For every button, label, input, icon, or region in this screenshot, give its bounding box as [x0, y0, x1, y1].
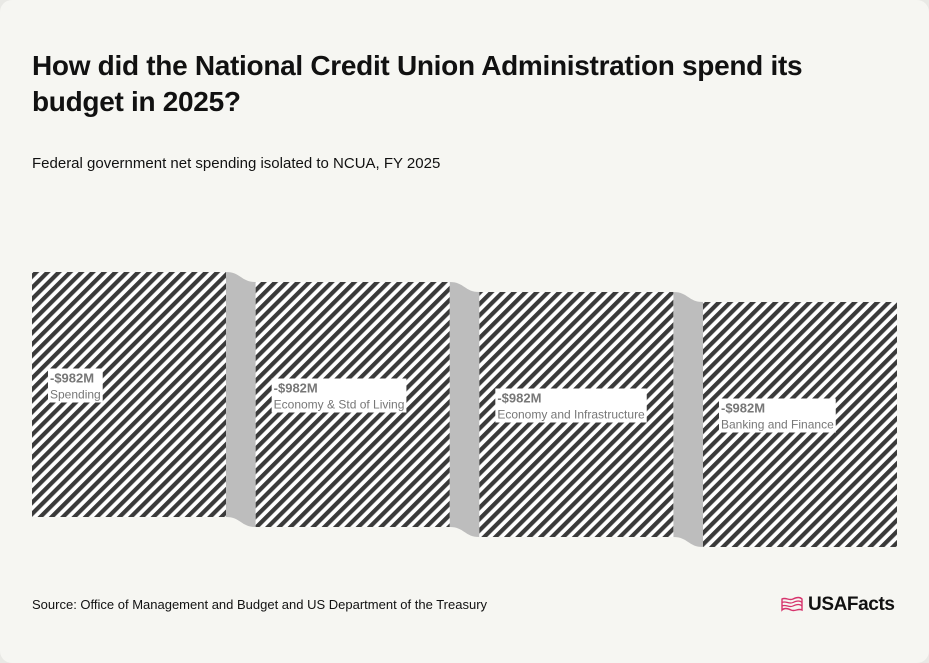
source-note: Source: Office of Management and Budget …: [32, 597, 488, 612]
node-value-label: -$982M: [50, 371, 94, 386]
logo-text: USAFacts: [808, 594, 895, 615]
sankey-link-2[interactable]: [449, 282, 480, 537]
node-label-background: [271, 378, 407, 413]
node-value-label: -$982M: [721, 401, 765, 416]
node-label-background: [495, 388, 647, 423]
node-name-label: Economy and Infrastructure: [497, 408, 645, 422]
us-flag-icon: [781, 596, 803, 612]
chart-subtitle: Federal government net spending isolated…: [32, 155, 441, 172]
node-value-label: -$982M: [274, 381, 318, 396]
sankey-link-1[interactable]: [226, 272, 256, 527]
node-name-label: Banking and Finance: [721, 418, 834, 432]
node-value-label: -$982M: [497, 391, 541, 406]
usafacts-logo[interactable]: USAFacts: [780, 592, 895, 618]
node-name-label: Economy & Std of Living: [274, 398, 405, 412]
node-name-label: Spending: [50, 388, 101, 402]
node-label-background: [48, 368, 103, 403]
node-label-background: [719, 398, 836, 433]
sankey-link-3[interactable]: [673, 292, 703, 547]
chart-title: How did the National Credit Union Admini…: [32, 50, 803, 117]
